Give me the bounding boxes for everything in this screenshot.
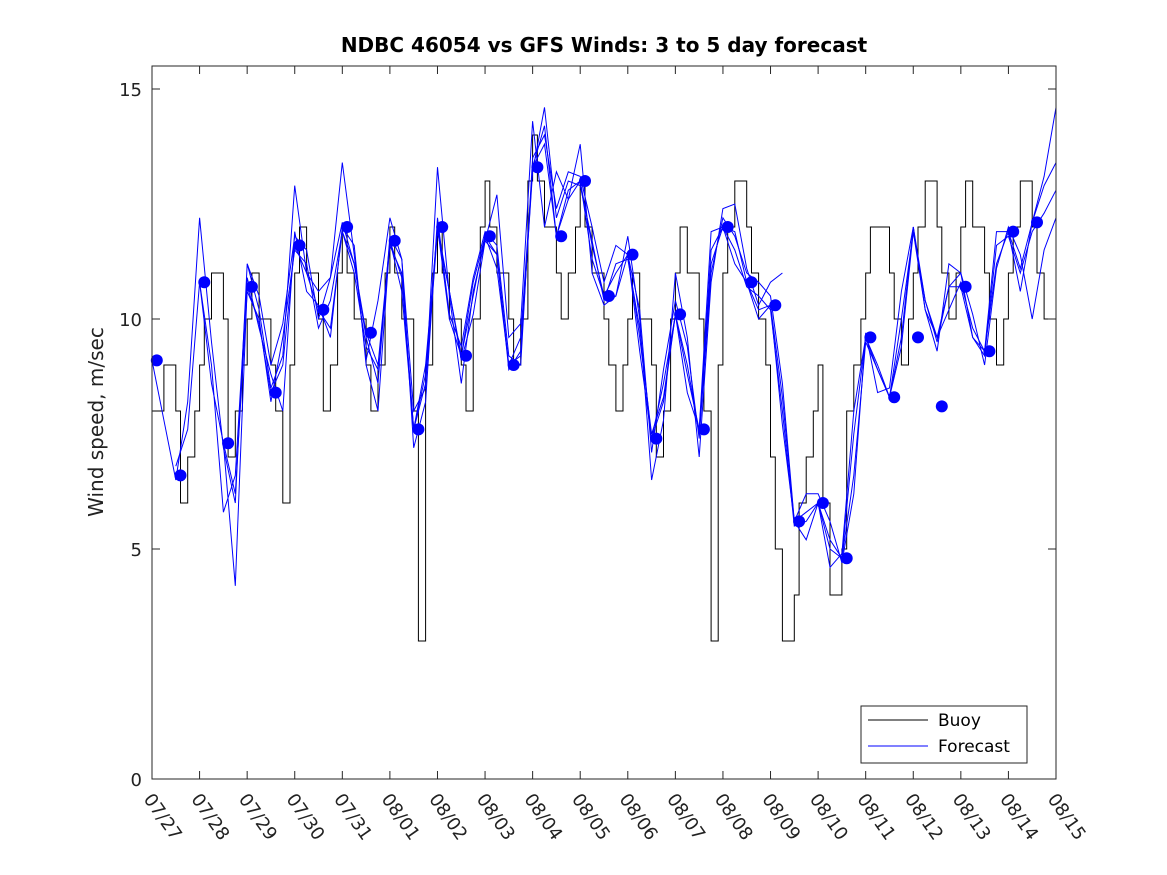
x-tick-label: 08/10 <box>805 790 852 845</box>
forecast-marker-point <box>317 303 330 316</box>
plot-area <box>152 66 1056 779</box>
series-layer <box>151 107 1057 642</box>
legend-forecast-label: Forecast <box>938 737 1010 757</box>
forecast-marker-point <box>198 276 211 289</box>
x-tick-label: 08/06 <box>615 790 662 845</box>
forecast-marker-point <box>793 515 806 528</box>
forecast-marker-point <box>864 331 877 344</box>
forecast-run-line-5 <box>246 133 1057 563</box>
x-tick-label: 08/13 <box>948 790 995 845</box>
forecast-marker-point <box>745 276 758 289</box>
legend: Buoy Forecast <box>860 705 1028 764</box>
x-tick-label: 08/12 <box>900 790 947 845</box>
chart-title: NDBC 46054 vs GFS Winds: 3 to 5 day fore… <box>341 33 868 57</box>
x-tick-label: 07/30 <box>282 790 329 845</box>
x-tick-label: 08/15 <box>1043 790 1090 845</box>
legend-box <box>860 705 1028 764</box>
forecast-marker-point <box>388 234 401 247</box>
forecast-marker-point <box>436 221 449 233</box>
forecast-marker-point <box>697 423 710 436</box>
forecast-marker-point <box>269 386 282 399</box>
plot-frame <box>151 65 1057 780</box>
y-tick-label: 10 <box>119 310 142 331</box>
x-tick-label: 08/03 <box>472 790 519 845</box>
forecast-marker-point <box>579 175 591 187</box>
x-tick-label: 08/02 <box>424 790 471 845</box>
x-tick-label: 07/29 <box>234 790 281 845</box>
x-tick-label: 07/28 <box>186 790 233 845</box>
x-tick-label: 08/01 <box>377 790 424 845</box>
forecast-marker-point <box>983 345 996 358</box>
forecast-marker-point <box>507 359 520 371</box>
forecast-marker-point <box>555 230 568 243</box>
forecast-marker-point <box>245 280 258 293</box>
forecast-marker-point <box>840 552 853 565</box>
forecast-marker-point <box>460 349 472 362</box>
forecast-marker-point <box>674 308 687 321</box>
y-tick-label: 15 <box>119 80 142 101</box>
x-tick-label: 08/08 <box>710 790 757 845</box>
x-tick-label: 08/14 <box>995 790 1042 845</box>
x-tick-label: 07/27 <box>139 790 186 845</box>
forecast-marker-point <box>293 239 306 252</box>
forecast-marker-point <box>912 331 924 344</box>
forecast-marker-point <box>959 280 972 293</box>
forecast-marker-point <box>174 469 187 482</box>
forecast-marker-point <box>888 391 901 404</box>
forecast-marker-point <box>483 230 496 243</box>
x-tick-label: 08/05 <box>567 790 614 845</box>
forecast-marker-point <box>1031 216 1043 229</box>
x-tick-label: 08/09 <box>757 790 804 845</box>
y-axis-label: Wind speed, m/sec <box>84 327 108 517</box>
forecast-marker-point <box>769 299 782 312</box>
forecast-marker-point <box>935 400 948 413</box>
forecast-marker-point <box>650 432 663 445</box>
marker-layer <box>150 161 1043 565</box>
forecast-marker-point <box>721 221 734 233</box>
forecast-marker-point <box>364 326 377 339</box>
forecast-marker-point <box>602 290 615 302</box>
forecast-marker-point <box>816 497 829 509</box>
forecast-marker-point <box>412 423 425 436</box>
x-tick-label: 07/31 <box>329 790 376 845</box>
y-tick-label: 5 <box>131 540 142 561</box>
forecast-marker-point <box>531 161 544 174</box>
x-tick-label: 08/07 <box>662 790 709 845</box>
legend-buoy-label: Buoy <box>938 711 981 731</box>
forecast-marker-point <box>222 437 235 450</box>
buoy-series-line <box>152 134 1052 642</box>
forecast-marker-point <box>341 221 354 233</box>
x-tick-label: 08/04 <box>520 790 567 845</box>
forecast-marker-point <box>626 248 639 261</box>
x-tick-label: 08/11 <box>853 790 900 845</box>
forecast-marker-point <box>150 354 163 367</box>
y-tick-label: 0 <box>131 770 142 791</box>
forecast-marker-point <box>1007 225 1020 238</box>
